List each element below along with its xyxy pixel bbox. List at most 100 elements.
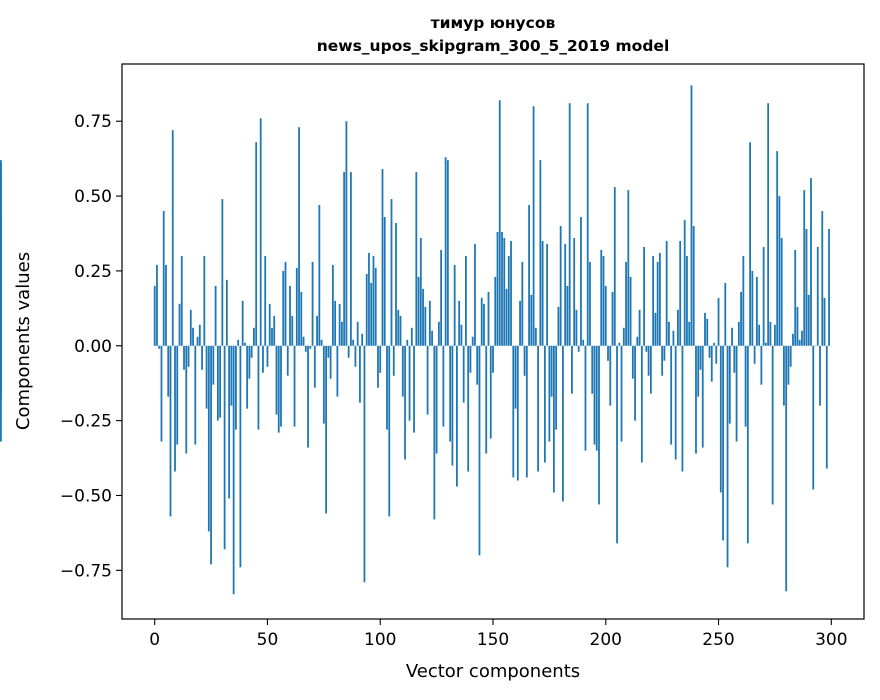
bar-183 (567, 286, 569, 346)
bar-72 (316, 316, 318, 346)
bar-27 (215, 286, 217, 346)
bar-0 (154, 286, 156, 346)
bar-18 (194, 346, 196, 445)
bar-159 (512, 346, 514, 478)
bar-7 (170, 346, 172, 517)
bar-106 (393, 346, 395, 376)
bar-222 (654, 313, 656, 346)
bar-134 (456, 346, 458, 487)
bar-84 (343, 172, 345, 346)
bar-255 (729, 346, 731, 424)
bar-240 (695, 346, 697, 454)
bar-214 (636, 337, 638, 346)
bar-15 (188, 346, 190, 367)
bar-66 (303, 337, 305, 346)
x-tick-label-4: 200 (590, 630, 622, 650)
bar-144 (479, 346, 481, 556)
bar-193 (589, 262, 591, 346)
bar-131 (449, 346, 451, 442)
bar-296 (821, 211, 823, 346)
bar-158 (510, 241, 512, 346)
bar-141 (472, 337, 474, 346)
bar-48 (262, 346, 264, 373)
bar-239 (693, 226, 695, 346)
bar-218 (645, 346, 647, 352)
bar-263 (747, 346, 749, 544)
bar-237 (688, 322, 690, 346)
bar-73 (318, 205, 320, 346)
bar-40 (244, 343, 246, 346)
bar-236 (686, 256, 688, 346)
bar-168 (533, 106, 535, 346)
bar-276 (776, 151, 778, 346)
bar-191 (585, 346, 587, 451)
bar-204 (614, 187, 616, 346)
bar-59 (287, 346, 289, 376)
bar-234 (682, 346, 684, 472)
bar-38 (240, 346, 242, 568)
bar-63 (296, 268, 298, 346)
bar-69 (309, 346, 311, 349)
bar-153 (499, 100, 501, 346)
bar-128 (442, 346, 444, 427)
bar-231 (675, 346, 677, 460)
bar-201 (607, 346, 609, 361)
bar-297 (824, 298, 826, 346)
bar-254 (727, 346, 729, 568)
bar-269 (760, 346, 762, 385)
bar-280 (785, 346, 787, 592)
bar-67 (305, 346, 307, 352)
bar-173 (544, 346, 546, 463)
bar-71 (314, 346, 316, 388)
bar-248 (713, 343, 715, 346)
bar-190 (582, 340, 584, 346)
bar-186 (573, 238, 575, 346)
x-axis-label: Vector components (406, 661, 580, 682)
bar-17 (192, 328, 194, 346)
bar-166 (528, 205, 530, 346)
bar-89 (355, 346, 357, 367)
bar-299 (828, 229, 830, 346)
bar-281 (788, 346, 790, 385)
bar-251 (720, 346, 722, 493)
bar-295 (819, 346, 821, 406)
bar-207 (621, 346, 623, 442)
bar-8 (172, 130, 174, 346)
bar-152 (497, 232, 499, 346)
bar-127 (440, 250, 442, 346)
bar-121 (427, 346, 429, 415)
bar-94 (366, 274, 368, 346)
bar-182 (564, 244, 566, 346)
bar-175 (548, 346, 550, 442)
bar-262 (745, 346, 747, 427)
bar-99 (377, 346, 379, 388)
bar-259 (738, 322, 740, 346)
bar-19 (197, 337, 199, 346)
bar-205 (616, 346, 618, 544)
bar-274 (772, 346, 774, 505)
bar-87 (350, 172, 352, 346)
bar-181 (562, 346, 564, 502)
bar-112 (406, 340, 408, 346)
bar-317 (0, 346, 2, 442)
bar-282 (790, 346, 792, 367)
bar-110 (402, 346, 404, 397)
bar-49 (264, 256, 266, 346)
bar-294 (817, 247, 819, 346)
bar-227 (666, 241, 668, 346)
bar-243 (702, 346, 704, 448)
y-tick-label-1: −0.50 (60, 486, 112, 506)
bar-95 (368, 253, 370, 346)
bar-51 (269, 304, 271, 346)
bar-52 (271, 328, 273, 346)
bar-290 (808, 295, 810, 346)
bar-28 (217, 346, 219, 421)
bar-170 (537, 346, 539, 472)
bar-6 (167, 346, 169, 397)
bar-44 (253, 328, 255, 346)
bar-261 (742, 256, 744, 346)
bar-47 (260, 118, 262, 346)
bar-213 (634, 346, 636, 421)
chart-title: тимур юнусов (431, 14, 556, 32)
bar-224 (659, 253, 661, 346)
